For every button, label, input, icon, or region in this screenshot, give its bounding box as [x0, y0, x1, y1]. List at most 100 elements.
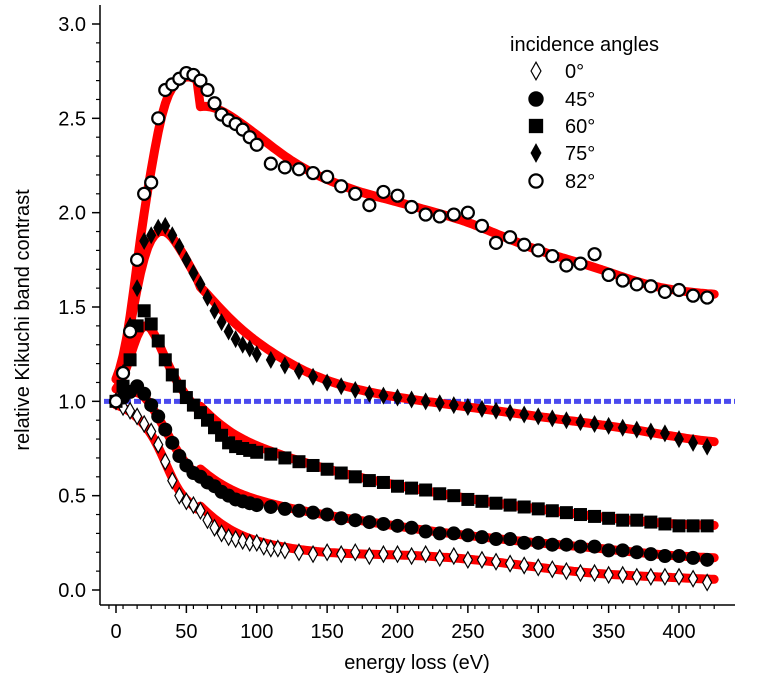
- data-point: [195, 275, 206, 294]
- data-point: [545, 504, 559, 518]
- data-point: [657, 284, 673, 300]
- data-point: [404, 199, 419, 215]
- data-point: [603, 565, 614, 585]
- data-point: [122, 324, 138, 339]
- data-point: [503, 498, 517, 512]
- data-point: [137, 304, 151, 318]
- data-point: [405, 481, 419, 495]
- data-point: [279, 541, 291, 560]
- data-point: [334, 179, 349, 194]
- data-point: [131, 407, 143, 426]
- data-point: [188, 495, 199, 515]
- data-point: [505, 403, 516, 422]
- data-point: [615, 543, 630, 558]
- data-point: [644, 515, 658, 529]
- data-point: [336, 377, 347, 396]
- data-point: [474, 218, 490, 233]
- data-point: [264, 447, 278, 461]
- data-point: [531, 502, 545, 516]
- legend-entry: 82°: [528, 171, 595, 193]
- data-point: [202, 288, 213, 307]
- data-point: [188, 264, 199, 283]
- data-point: [160, 216, 171, 235]
- data-point: [418, 524, 433, 539]
- data-point: [434, 394, 445, 413]
- data-point: [700, 519, 714, 533]
- data-point: [278, 451, 292, 465]
- data-point: [488, 235, 504, 250]
- data-point: [167, 471, 178, 490]
- data-point: [406, 390, 417, 409]
- data-point: [165, 368, 179, 382]
- data-point: [643, 279, 658, 294]
- data-point: [658, 517, 672, 531]
- data-point: [460, 528, 475, 543]
- data-point: [251, 345, 262, 364]
- data-point: [279, 356, 290, 375]
- y-tick-label: 3.0: [58, 14, 86, 36]
- data-point: [334, 466, 348, 480]
- x-tick-label: 300: [522, 621, 555, 643]
- y-tick-label: 0.5: [58, 486, 86, 508]
- series-82°: [108, 65, 715, 409]
- data-point: [200, 82, 215, 98]
- y-tick-label: 2.0: [58, 203, 86, 225]
- data-point: [250, 445, 264, 459]
- data-point: [378, 386, 389, 405]
- data-point: [575, 563, 586, 583]
- data-point: [533, 407, 544, 426]
- data-point: [392, 388, 403, 407]
- data-point: [559, 537, 574, 552]
- data-point: [491, 401, 502, 420]
- data-point: [559, 506, 573, 520]
- x-tick-label: 350: [592, 621, 625, 643]
- data-point: [519, 405, 530, 424]
- axis-ticks: 0 50 100 150 200 250 300 350 400 0.0 0.5 1.0 1.5 2.0 2…: [58, 14, 715, 643]
- data-point: [392, 544, 403, 564]
- data-point: [673, 567, 685, 587]
- data-point: [230, 330, 241, 349]
- data-point: [685, 288, 701, 303]
- data-point: [530, 143, 542, 163]
- data-point: [434, 548, 445, 568]
- data-point: [132, 279, 143, 298]
- data-point: [167, 226, 178, 245]
- data-point: [320, 507, 335, 522]
- data-point: [528, 91, 544, 107]
- data-point: [533, 558, 544, 577]
- data-point: [700, 552, 715, 567]
- data-point: [307, 544, 319, 564]
- data-point: [146, 226, 157, 245]
- data-point: [671, 282, 687, 298]
- data-point: [277, 501, 292, 516]
- data-point: [446, 207, 461, 222]
- data-point: [447, 489, 461, 503]
- data-point: [174, 486, 185, 505]
- x-tick-label: 150: [310, 621, 343, 643]
- data-point: [504, 554, 516, 573]
- data-point: [376, 184, 391, 200]
- data-point: [517, 500, 531, 514]
- data-point: [207, 96, 222, 111]
- data-point: [348, 186, 363, 201]
- data-point: [589, 563, 600, 583]
- data-point: [320, 462, 334, 476]
- data-point: [390, 518, 405, 533]
- legend-entry: 60°: [528, 116, 595, 138]
- data-point: [223, 322, 234, 341]
- data-point: [195, 501, 206, 520]
- data-point: [547, 409, 558, 428]
- data-point: [209, 518, 220, 537]
- data-point: [476, 550, 488, 570]
- data-point: [688, 433, 699, 452]
- data-point: [686, 519, 700, 533]
- data-point: [223, 527, 234, 547]
- data-point: [432, 209, 447, 224]
- data-point: [575, 413, 586, 432]
- data-point: [645, 567, 657, 587]
- data-point: [181, 250, 192, 269]
- fit-curve: [111, 72, 719, 384]
- data-point: [419, 483, 433, 497]
- data-point: [116, 379, 130, 393]
